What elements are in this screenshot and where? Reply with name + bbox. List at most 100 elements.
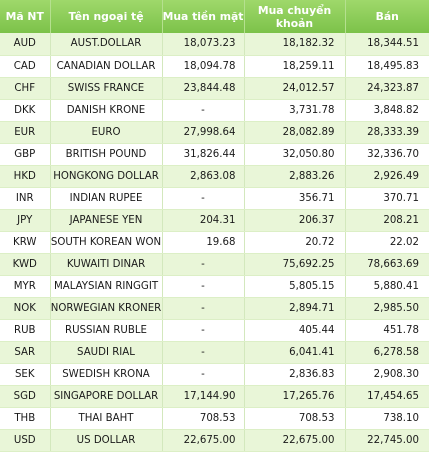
table-row: MYR MALAYSIAN RINGGIT -5,805.15 5,880.41 [0,275,429,298]
cell-currency-code: HKD [0,165,51,188]
cell-currency-name: NORWEGIAN KRONER [50,297,163,320]
table-row: GBP BRITISH POUND 31,826.44 32,050.80 32,336… [0,143,429,166]
cell-buy-cash: - [162,363,245,386]
cell-buy-transfer: 2,836.83 [244,363,346,386]
cell-buy-transfer: 405.44 [244,319,346,342]
table-header: Mã NT Tên ngoại tệ Mua tiền mặt Mua chuy… [0,0,429,33]
table-row: CHF SWISS FRANCE 23,844.48 24,012.57 24,323.… [0,77,429,100]
cell-buy-transfer: 5,805.15 [244,275,346,298]
cell-currency-name: AUST.DOLLAR [50,33,163,56]
cell-buy-cash: 27,998.64 [162,121,245,144]
cell-sell: 5,880.41 [345,275,429,298]
cell-currency-code: DKK [0,99,51,122]
cell-buy-transfer: 3,731.78 [244,99,346,122]
cell-sell: 28,333.39 [345,121,429,144]
table-row: SEK SWEDISH KRONA -2,836.83 2,908.30 [0,363,429,386]
cell-currency-code: JPY [0,209,51,232]
cell-buy-transfer: 18,182.32 [244,33,346,56]
cell-currency-code: NOK [0,297,51,320]
cell-currency-name: JAPANESE YEN [50,209,163,232]
table-row: USD US DOLLAR 22,675.00 22,675.00 22,745.00 [0,429,429,452]
cell-currency-name: SAUDI RIAL [50,341,163,364]
cell-currency-code: AUD [0,33,51,56]
cell-buy-cash: - [162,275,245,298]
cell-sell: 2,908.30 [345,363,429,386]
cell-currency-name: INDIAN RUPEE [50,187,163,210]
cell-buy-cash: - [162,187,245,210]
cell-buy-cash: 2,863.08 [162,165,245,188]
cell-currency-code: SGD [0,385,51,408]
cell-sell: 18,344.51 [345,33,429,56]
cell-buy-cash: - [162,341,245,364]
cell-currency-name: SWEDISH KRONA [50,363,163,386]
cell-sell: 17,454.65 [345,385,429,408]
table-row: INR INDIAN RUPEE -356.71 370.71 [0,187,429,210]
cell-buy-transfer: 708.53 [244,407,346,430]
header-sell: Bán [375,10,399,23]
header-currency-code: Mã NT [0,0,51,33]
cell-currency-name: US DOLLAR [50,429,163,452]
cell-buy-transfer: 20.72 [244,231,346,254]
table-row: NOK NORWEGIAN KRONER -2,894.71 2,985.50 [0,297,429,320]
cell-buy-cash: 204.31 [162,209,245,232]
cell-buy-cash: - [162,253,245,276]
cell-sell: 208.21 [345,209,429,232]
table-row: SGD SINGAPORE DOLLAR 17,144.90 17,265.76 17,… [0,385,429,408]
cell-currency-name: SINGAPORE DOLLAR [50,385,163,408]
cell-sell: 451.78 [345,319,429,342]
cell-buy-cash: - [162,99,245,122]
cell-buy-transfer: 28,082.89 [244,121,346,144]
cell-buy-cash: 23,844.48 [162,77,245,100]
table-row: RUB RUSSIAN RUBLE -405.44 451.78 [0,319,429,342]
table-row: EUR EURO 27,998.64 28,082.89 28,333.39 [0,121,429,144]
cell-currency-code: INR [0,187,51,210]
table-row: AUD AUST.DOLLAR 18,073.23 18,182.32 18,344.5… [0,33,429,56]
cell-sell: 78,663.69 [345,253,429,276]
cell-currency-name: SWISS FRANCE [50,77,163,100]
cell-buy-transfer: 17,265.76 [244,385,346,408]
cell-buy-cash: 19.68 [162,231,245,254]
cell-sell: 370.71 [345,187,429,210]
cell-sell: 18,495.83 [345,55,429,78]
table-row: JPY JAPANESE YEN 204.31 206.37 208.21 [0,209,429,232]
cell-currency-code: EUR [0,121,51,144]
cell-sell: 2,985.50 [345,297,429,320]
header-row: Mã NT Tên ngoại tệ Mua tiền mặt Mua chuy… [0,0,429,33]
cell-buy-transfer: 356.71 [244,187,346,210]
cell-buy-cash: 17,144.90 [162,385,245,408]
cell-currency-code: SEK [0,363,51,386]
cell-buy-cash: 22,675.00 [162,429,245,452]
cell-currency-name: RUSSIAN RUBLE [50,319,163,342]
cell-currency-name: BRITISH POUND [50,143,163,166]
table-row: THB THAI BAHT 708.53 708.53 738.10 [0,407,429,430]
cell-buy-transfer: 206.37 [244,209,346,232]
cell-sell: 6,278.58 [345,341,429,364]
cell-buy-cash: - [162,297,245,320]
cell-buy-transfer: 24,012.57 [244,77,346,100]
cell-buy-cash: 708.53 [162,407,245,430]
header-buy-transfer: Mua chuyển khoản [244,0,346,33]
cell-currency-name: EURO [50,121,163,144]
cell-currency-name: DANISH KRONE [50,99,163,122]
cell-sell: 24,323.87 [345,77,429,100]
table-row: KWD KUWAITI DINAR -75,692.25 78,663.69 [0,253,429,276]
cell-currency-code: GBP [0,143,51,166]
cell-currency-name: SOUTH KOREAN WON [50,231,163,254]
table-row: KRW SOUTH KOREAN WON 19.68 20.72 22.02 [0,231,429,254]
cell-currency-code: THB [0,407,51,430]
header-buy-cash: Mua tiền mặt [162,0,245,33]
cell-buy-cash: 18,094.78 [162,55,245,78]
cell-currency-code: KWD [0,253,51,276]
cell-currency-code: CHF [0,77,51,100]
cell-currency-code: SAR [0,341,51,364]
cell-buy-cash: 31,826.44 [162,143,245,166]
cell-currency-code: KRW [0,231,51,254]
cell-currency-name: CANADIAN DOLLAR [50,55,163,78]
cell-currency-code: MYR [0,275,51,298]
cell-currency-code: RUB [0,319,51,342]
cell-buy-cash: - [162,319,245,342]
table-row: HKD HONGKONG DOLLAR 2,863.08 2,883.26 2,926.… [0,165,429,188]
cell-currency-name: KUWAITI DINAR [50,253,163,276]
table-row: DKK DANISH KRONE -3,731.78 3,848.82 [0,99,429,122]
